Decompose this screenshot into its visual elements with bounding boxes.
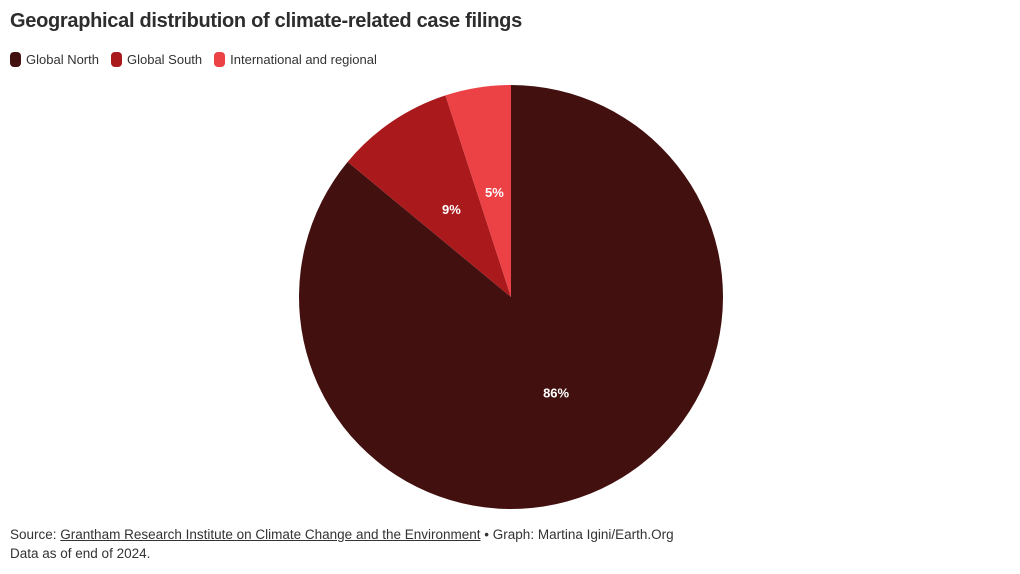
- pie-slice-label-global-south: 9%: [442, 202, 461, 217]
- legend-swatch-icon: [110, 52, 122, 67]
- pie-slice-global-south: [347, 95, 511, 297]
- data-note: Data as of end of 2024.: [10, 545, 151, 561]
- legend-swatch-icon: [214, 52, 226, 67]
- legend-item-label: International and regional: [230, 52, 377, 67]
- source-line: Source: Grantham Research Institute on C…: [10, 526, 674, 545]
- legend-item-global-north: Global North: [10, 52, 99, 67]
- page-title: Geographical distribution of climate-rel…: [10, 10, 522, 32]
- source-link[interactable]: Grantham Research Institute on Climate C…: [60, 527, 481, 542]
- pie-slice-label-global-north: 86%: [543, 385, 569, 400]
- source-prefix: Source:: [10, 527, 57, 542]
- legend-item-international-and-regional: International and regional: [214, 52, 377, 67]
- legend: Global North Global South International an…: [10, 52, 377, 67]
- legend-item-label: Global South: [126, 52, 203, 67]
- footer: Source: Grantham Research Institute on C…: [10, 526, 674, 563]
- graph-credit: Graph: Martina Igini/Earth.Org: [492, 527, 674, 542]
- legend-item-label: Global North: [26, 52, 99, 67]
- pie-slice-label-international-and-regional: 5%: [485, 185, 504, 200]
- separator-dot: •: [484, 527, 490, 542]
- legend-item-global-south: Global South: [110, 52, 203, 67]
- pie-slice-international-and-regional: [445, 85, 511, 297]
- legend-swatch-icon: [10, 52, 21, 67]
- pie-slice-global-north: [299, 85, 724, 509]
